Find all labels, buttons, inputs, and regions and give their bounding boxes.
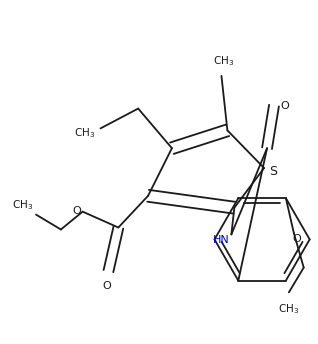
Text: HN: HN — [213, 235, 229, 245]
Text: O: O — [280, 101, 289, 111]
Text: O: O — [102, 281, 111, 291]
Text: O: O — [293, 234, 301, 244]
Text: CH$_3$: CH$_3$ — [74, 127, 96, 140]
Text: O: O — [72, 206, 81, 216]
Text: CH$_3$: CH$_3$ — [278, 302, 300, 316]
Text: CH$_3$: CH$_3$ — [12, 198, 33, 212]
Text: S: S — [269, 164, 277, 178]
Text: CH$_3$: CH$_3$ — [213, 54, 234, 68]
